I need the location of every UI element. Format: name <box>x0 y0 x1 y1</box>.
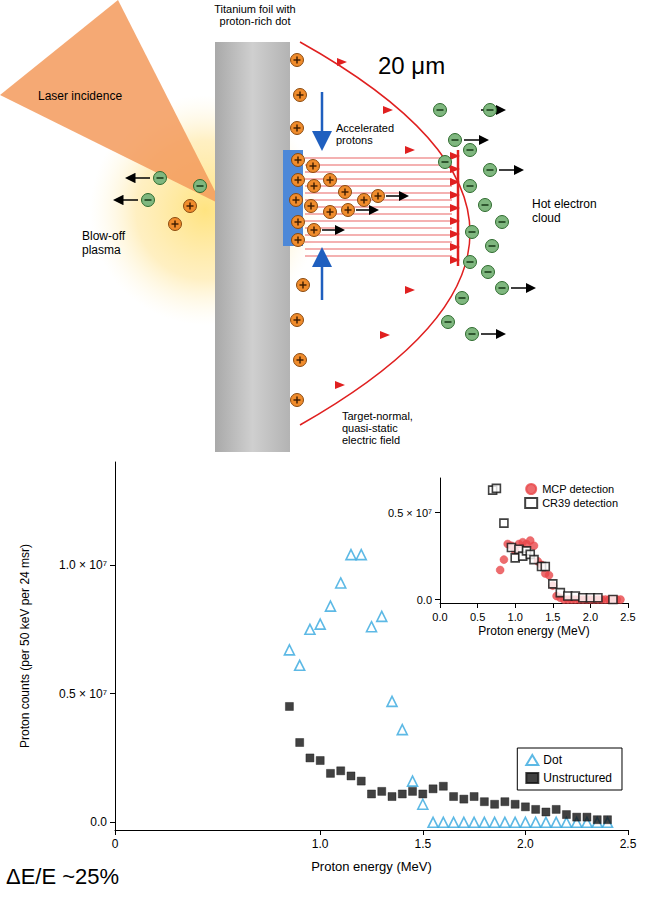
svg-text:0.5: 0.5 <box>470 611 485 623</box>
svg-text:2.5: 2.5 <box>620 837 637 851</box>
svg-text:Acceleratedprotons: Acceleratedprotons <box>336 122 394 146</box>
svg-text:1.5: 1.5 <box>545 611 560 623</box>
svg-text:1.0 × 10⁷: 1.0 × 10⁷ <box>59 558 107 572</box>
svg-text:0.5 × 10⁷: 0.5 × 10⁷ <box>59 687 107 701</box>
html-text:ΔE/E ~25%: ΔE/E ~25% <box>6 864 120 889</box>
svg-text:2.5: 2.5 <box>620 611 635 623</box>
svg-text:0.5 × 10⁷: 0.5 × 10⁷ <box>388 507 432 519</box>
svg-text:Target-normal,quasi-staticelec: Target-normal,quasi-staticelectric field <box>342 410 413 446</box>
svg-text:CR39 detection: CR39 detection <box>542 497 618 509</box>
svg-text:2.0: 2.0 <box>517 837 534 851</box>
svg-text:1.0: 1.0 <box>312 837 329 851</box>
svg-text:1.5: 1.5 <box>414 837 431 851</box>
svg-text:0.0: 0.0 <box>417 594 432 606</box>
svg-text:1.0: 1.0 <box>508 611 523 623</box>
svg-text:Proton energy (MeV): Proton energy (MeV) <box>311 859 432 874</box>
svg-text:20 μm: 20 μm <box>378 52 445 79</box>
svg-text:Laser incidence: Laser incidence <box>38 89 122 103</box>
svg-text:Hot electroncloud: Hot electroncloud <box>532 197 597 225</box>
svg-text:Dot: Dot <box>543 753 562 767</box>
svg-text:Titanium foil withproton-rich: Titanium foil withproton-rich dot <box>214 3 296 27</box>
svg-text:Proton counts (per 50 keV per: Proton counts (per 50 keV per 24 msr) <box>18 544 32 748</box>
svg-text:Blow-offplasma: Blow-offplasma <box>82 229 126 257</box>
svg-text:Proton energy (MeV): Proton energy (MeV) <box>478 624 589 638</box>
svg-text:0: 0 <box>112 837 119 851</box>
svg-text:MCP detection: MCP detection <box>542 483 614 495</box>
svg-text:0.0: 0.0 <box>90 815 107 829</box>
svg-text:0.0: 0.0 <box>432 611 447 623</box>
svg-text:2.0: 2.0 <box>583 611 598 623</box>
svg-text:Unstructured: Unstructured <box>543 771 612 785</box>
